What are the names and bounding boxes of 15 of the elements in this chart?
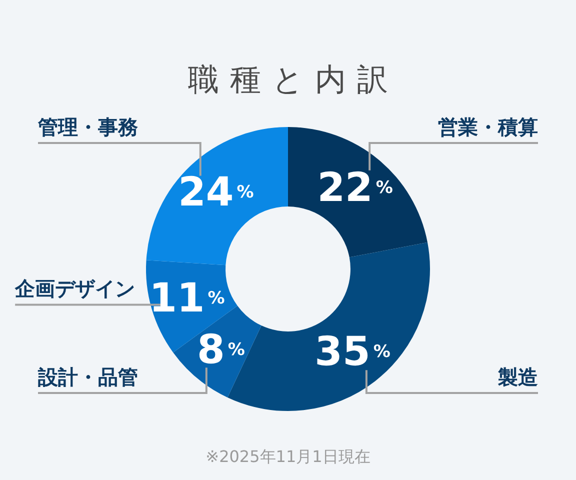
- chart-title: 職種と内訳: [187, 61, 400, 100]
- data-label: 24%: [178, 169, 254, 216]
- donut-slice: [288, 127, 428, 258]
- slice-label: 製造: [497, 365, 538, 389]
- donut-slice: [228, 242, 430, 411]
- text: ※2025年11月1日現在: [204, 446, 372, 468]
- donut-slice: [146, 127, 288, 266]
- data-label: 35%: [314, 329, 390, 376]
- data-label: 8%: [196, 327, 245, 374]
- data-label: 11%: [149, 275, 225, 322]
- slice-label: 営業・積算: [438, 115, 538, 139]
- slice-label: 企画デザイン: [14, 276, 136, 301]
- slice-label: 設計・品管: [37, 365, 138, 389]
- slice-label: 管理・事務: [37, 115, 138, 139]
- data-label: 22%: [317, 164, 393, 211]
